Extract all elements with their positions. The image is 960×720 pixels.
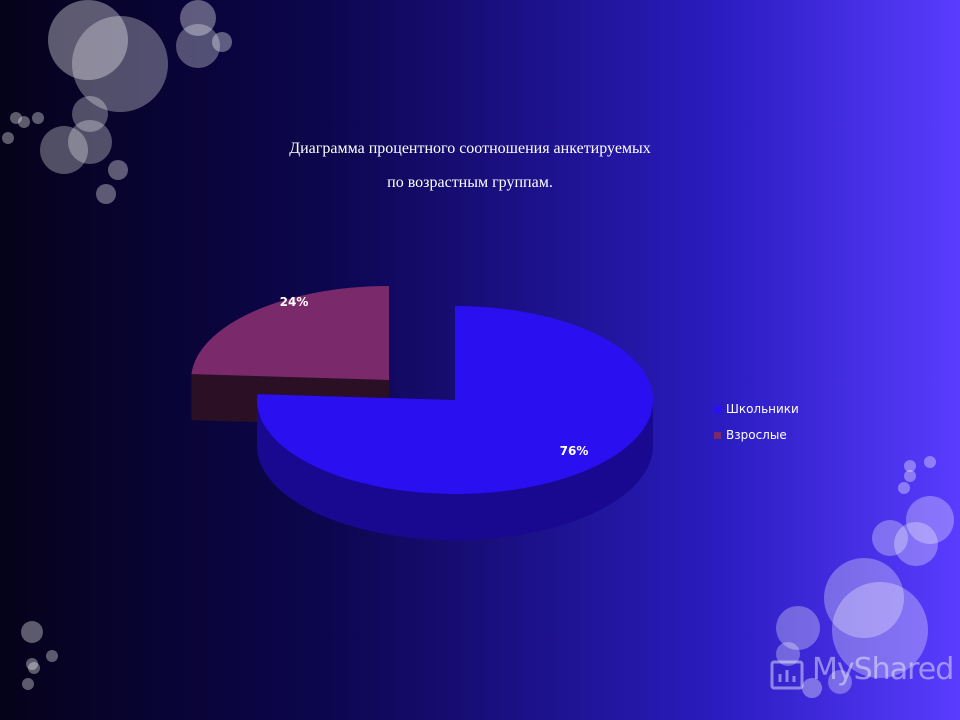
- legend-item-schoolchildren: Школьники: [714, 396, 799, 422]
- data-label-adults: 24%: [280, 295, 309, 309]
- slide-title-line-2: по возрастным группам.: [387, 174, 553, 191]
- chart-logo-icon: [770, 660, 804, 690]
- legend-label-schoolchildren: Школьники: [726, 402, 799, 416]
- watermark-text: MyShared: [812, 652, 954, 687]
- slide-title: Диаграмма процентного соотношения анкети…: [160, 132, 780, 200]
- data-label-schoolchildren: 76%: [560, 444, 589, 458]
- pie-slice-schoolchildren: [257, 306, 654, 540]
- watermark: MyShared: [768, 652, 954, 690]
- chart-legend: Школьники Взрослые: [714, 396, 799, 448]
- legend-swatch-adults: [714, 431, 721, 439]
- slide-title-line-1: Диаграмма процентного соотношения анкети…: [289, 140, 651, 157]
- legend-item-adults: Взрослые: [714, 422, 799, 448]
- legend-label-adults: Взрослые: [726, 428, 787, 442]
- legend-swatch-schoolchildren: [714, 405, 721, 413]
